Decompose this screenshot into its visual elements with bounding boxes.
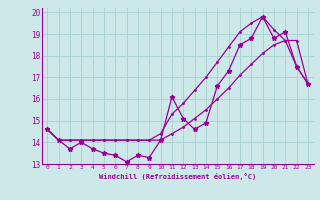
X-axis label: Windchill (Refroidissement éolien,°C): Windchill (Refroidissement éolien,°C): [99, 173, 256, 180]
